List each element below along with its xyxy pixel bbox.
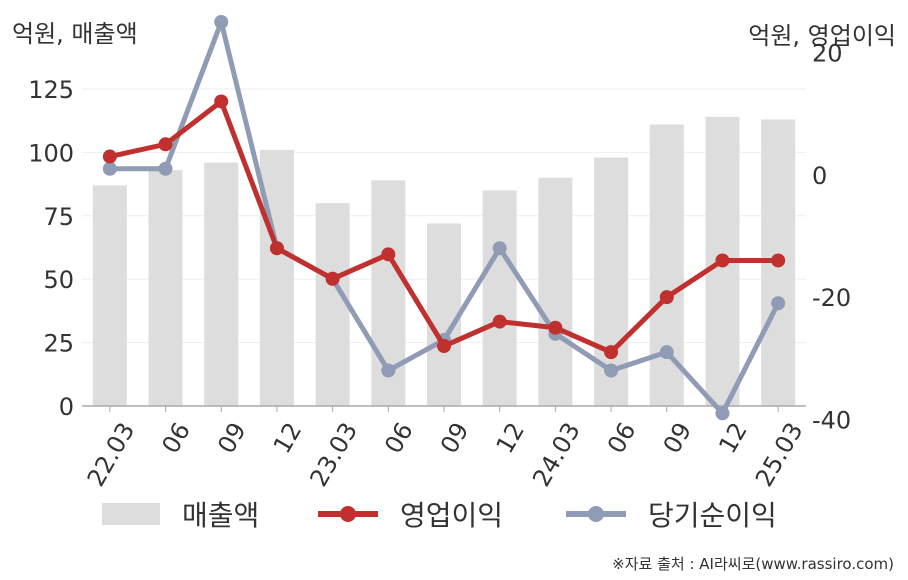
- legend-swatch-revenue: [102, 503, 160, 525]
- x-axis-tick-label: 09: [212, 418, 252, 458]
- left-axis-tick-label: 75: [43, 203, 74, 231]
- legend-label-operating-profit: 영업이익: [400, 499, 504, 532]
- operating-profit-point: [158, 137, 173, 152]
- revenue-bar: [259, 149, 294, 406]
- revenue-bar: [204, 162, 239, 406]
- operating-profit-point: [269, 241, 284, 256]
- right-axis-tick-label: 20: [812, 40, 843, 68]
- right-axis-tick-label: 0: [812, 162, 827, 190]
- legend-swatch-net-income: [566, 494, 626, 534]
- axes: [82, 405, 806, 412]
- operating-profit-point: [492, 314, 507, 329]
- revenue-bar: [427, 223, 461, 406]
- net-income-point: [604, 363, 619, 378]
- x-axis-tick-label: 06: [379, 418, 419, 458]
- x-axis-tick-label: 22.03: [82, 418, 141, 492]
- x-axis-tick-label: 09: [658, 418, 698, 458]
- x-axis-tick-label: 06: [602, 418, 642, 458]
- net-income-point: [715, 406, 730, 421]
- left-axis-tick-label: 0: [59, 393, 74, 421]
- left-axis-tick-label: 50: [43, 266, 74, 294]
- operating-profit-point: [604, 345, 619, 360]
- legend-item-operating-profit: 영업이익: [318, 494, 503, 534]
- net-income-point: [771, 296, 786, 311]
- operating-profit-point: [715, 253, 730, 268]
- source-credit: ※자료 출처 : AI라씨로(www.rassiro.com): [612, 555, 894, 573]
- x-axis-tick-label: 25.03: [750, 418, 809, 492]
- left-axis-unit-label: 억원, 매출액: [12, 20, 138, 48]
- legend-item-net-income: 당기순이익: [566, 494, 777, 534]
- legend-label-revenue: 매출액: [182, 499, 260, 532]
- net-income-point: [214, 15, 229, 29]
- left-axis-tick-label: 125: [28, 76, 74, 104]
- legend-label-net-income: 당기순이익: [648, 499, 777, 532]
- left-axis-tick-label: 100: [28, 139, 74, 167]
- net-income-point: [381, 363, 396, 378]
- profit-lines: [102, 15, 786, 421]
- operating-profit-point: [214, 94, 229, 109]
- x-axis-tick-label: 23.03: [304, 418, 363, 492]
- operating-profit-point: [102, 149, 117, 164]
- revenue-bar: [482, 190, 517, 406]
- operating-profit-point: [771, 253, 786, 268]
- net-income-point: [158, 161, 173, 176]
- x-axis-tick-label: 12: [491, 418, 531, 458]
- net-income-point: [102, 161, 117, 176]
- operating-profit-point: [437, 339, 451, 354]
- legend: 매출액 영업이익 당기순이익: [0, 494, 908, 534]
- x-axis-tick-label: 06: [156, 418, 196, 458]
- x-axis-tick-label: 24.03: [527, 418, 586, 492]
- revenue-bar: [148, 170, 183, 406]
- net-income-point: [659, 345, 674, 360]
- operating-profit-point: [381, 247, 396, 262]
- right-axis-unit-label: 억원, 영업이익: [748, 22, 896, 50]
- legend-item-revenue: 매출액: [102, 494, 259, 534]
- legend-swatch-operating-profit: [318, 494, 378, 534]
- right-axis-tick-label: -20: [812, 284, 851, 312]
- right-axis-tick-label: -40: [812, 406, 851, 434]
- x-axis-tick-label: 09: [435, 418, 475, 458]
- operating-profit-point: [325, 271, 340, 286]
- x-axis-tick-label: 12: [268, 418, 308, 458]
- x-axis-tick-label: 12: [713, 418, 753, 458]
- net-income-point: [492, 241, 507, 256]
- revenue-bar: [538, 177, 573, 406]
- left-axis-tick-label: 25: [43, 330, 74, 358]
- revenue-bars: [92, 116, 796, 407]
- operating-profit-point: [548, 320, 563, 335]
- revenue-bar: [92, 185, 127, 406]
- revenue-bar: [315, 203, 350, 406]
- operating-profit-point: [659, 290, 674, 305]
